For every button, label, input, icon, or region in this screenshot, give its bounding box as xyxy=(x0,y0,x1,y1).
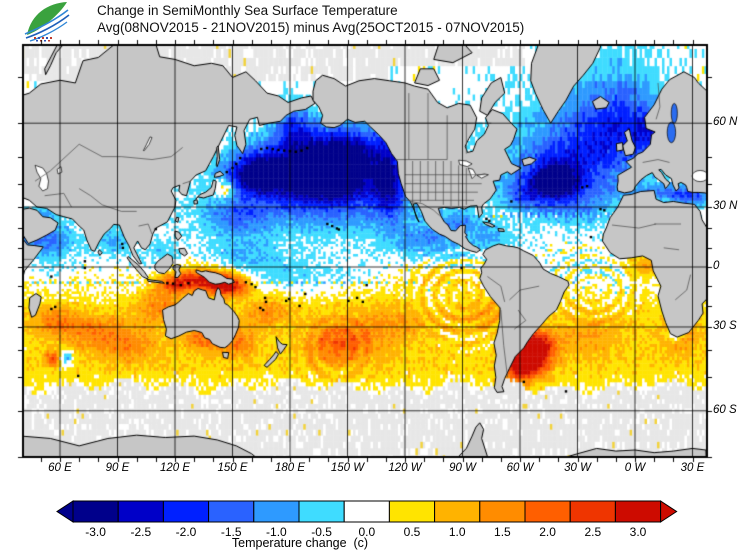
colorbar-segment xyxy=(162,500,210,523)
colorbar-segment xyxy=(614,500,662,523)
colorbar-segment xyxy=(343,500,390,523)
lat-axis-label: 0 xyxy=(713,260,720,272)
colorbar-segment xyxy=(72,500,119,523)
lat-axis-label: 30 N xyxy=(713,200,738,213)
lon-axis-label: 90 E xyxy=(105,462,130,474)
colorbar-tick-label: -2.5 xyxy=(130,525,152,539)
lon-axis-label: 30 E xyxy=(680,462,705,474)
lon-axis-label: 0 W xyxy=(624,462,646,474)
colorbar-tick-label: -3.0 xyxy=(85,525,106,539)
colorbar-tick-label: -2.0 xyxy=(175,525,197,539)
colorbar-tick-label: 2.5 xyxy=(584,525,602,539)
lon-axis-label: 60 W xyxy=(506,462,534,474)
colorbar-tick-label: 2.0 xyxy=(539,525,556,539)
colorbar-segment xyxy=(524,500,571,523)
lat-axis-label: 60 N xyxy=(713,116,738,129)
lon-axis-label: 30 W xyxy=(564,462,591,474)
colorbar-right-arrow xyxy=(660,500,678,523)
lat-axis-label: 30 S xyxy=(713,319,737,332)
lon-axis-label: 180 E xyxy=(274,462,306,474)
colorbar-tick-label: 0.5 xyxy=(403,525,421,539)
lon-axis-label: 150 E xyxy=(217,462,248,474)
colorbar-segment xyxy=(298,500,345,523)
colorbar-tick-label: -1.0 xyxy=(266,525,287,539)
lon-axis-label: 60 E xyxy=(48,462,72,474)
lon-axis-label: 90 W xyxy=(449,462,476,474)
colorbar-tick-label: -0.5 xyxy=(311,525,332,539)
colorbar-left-arrow xyxy=(56,500,74,523)
lon-axis-label: 120 W xyxy=(388,462,422,474)
colorbar-tick-label: 1.0 xyxy=(448,525,466,539)
colorbar-segment xyxy=(253,500,300,523)
colorbar-caption: Temperature change (c) xyxy=(231,536,369,550)
colorbar-segment xyxy=(208,500,255,523)
colorbar-tick-label: 0.0 xyxy=(358,525,376,539)
colorbar-segment xyxy=(569,500,616,523)
colorbar-tick-label: 1.5 xyxy=(494,525,511,539)
colorbar-tick-label: 3.0 xyxy=(629,525,647,539)
lon-axis-label: 150 W xyxy=(330,462,365,474)
colorbar-segment xyxy=(388,500,436,523)
colorbar-tick-label: -1.5 xyxy=(220,525,242,539)
lon-axis-label: 120 E xyxy=(159,462,191,474)
colorbar-segment xyxy=(479,500,526,523)
colorbar-segment xyxy=(434,500,481,523)
colorbar-segment xyxy=(117,500,164,523)
lat-axis-label: 60 S xyxy=(713,403,737,416)
